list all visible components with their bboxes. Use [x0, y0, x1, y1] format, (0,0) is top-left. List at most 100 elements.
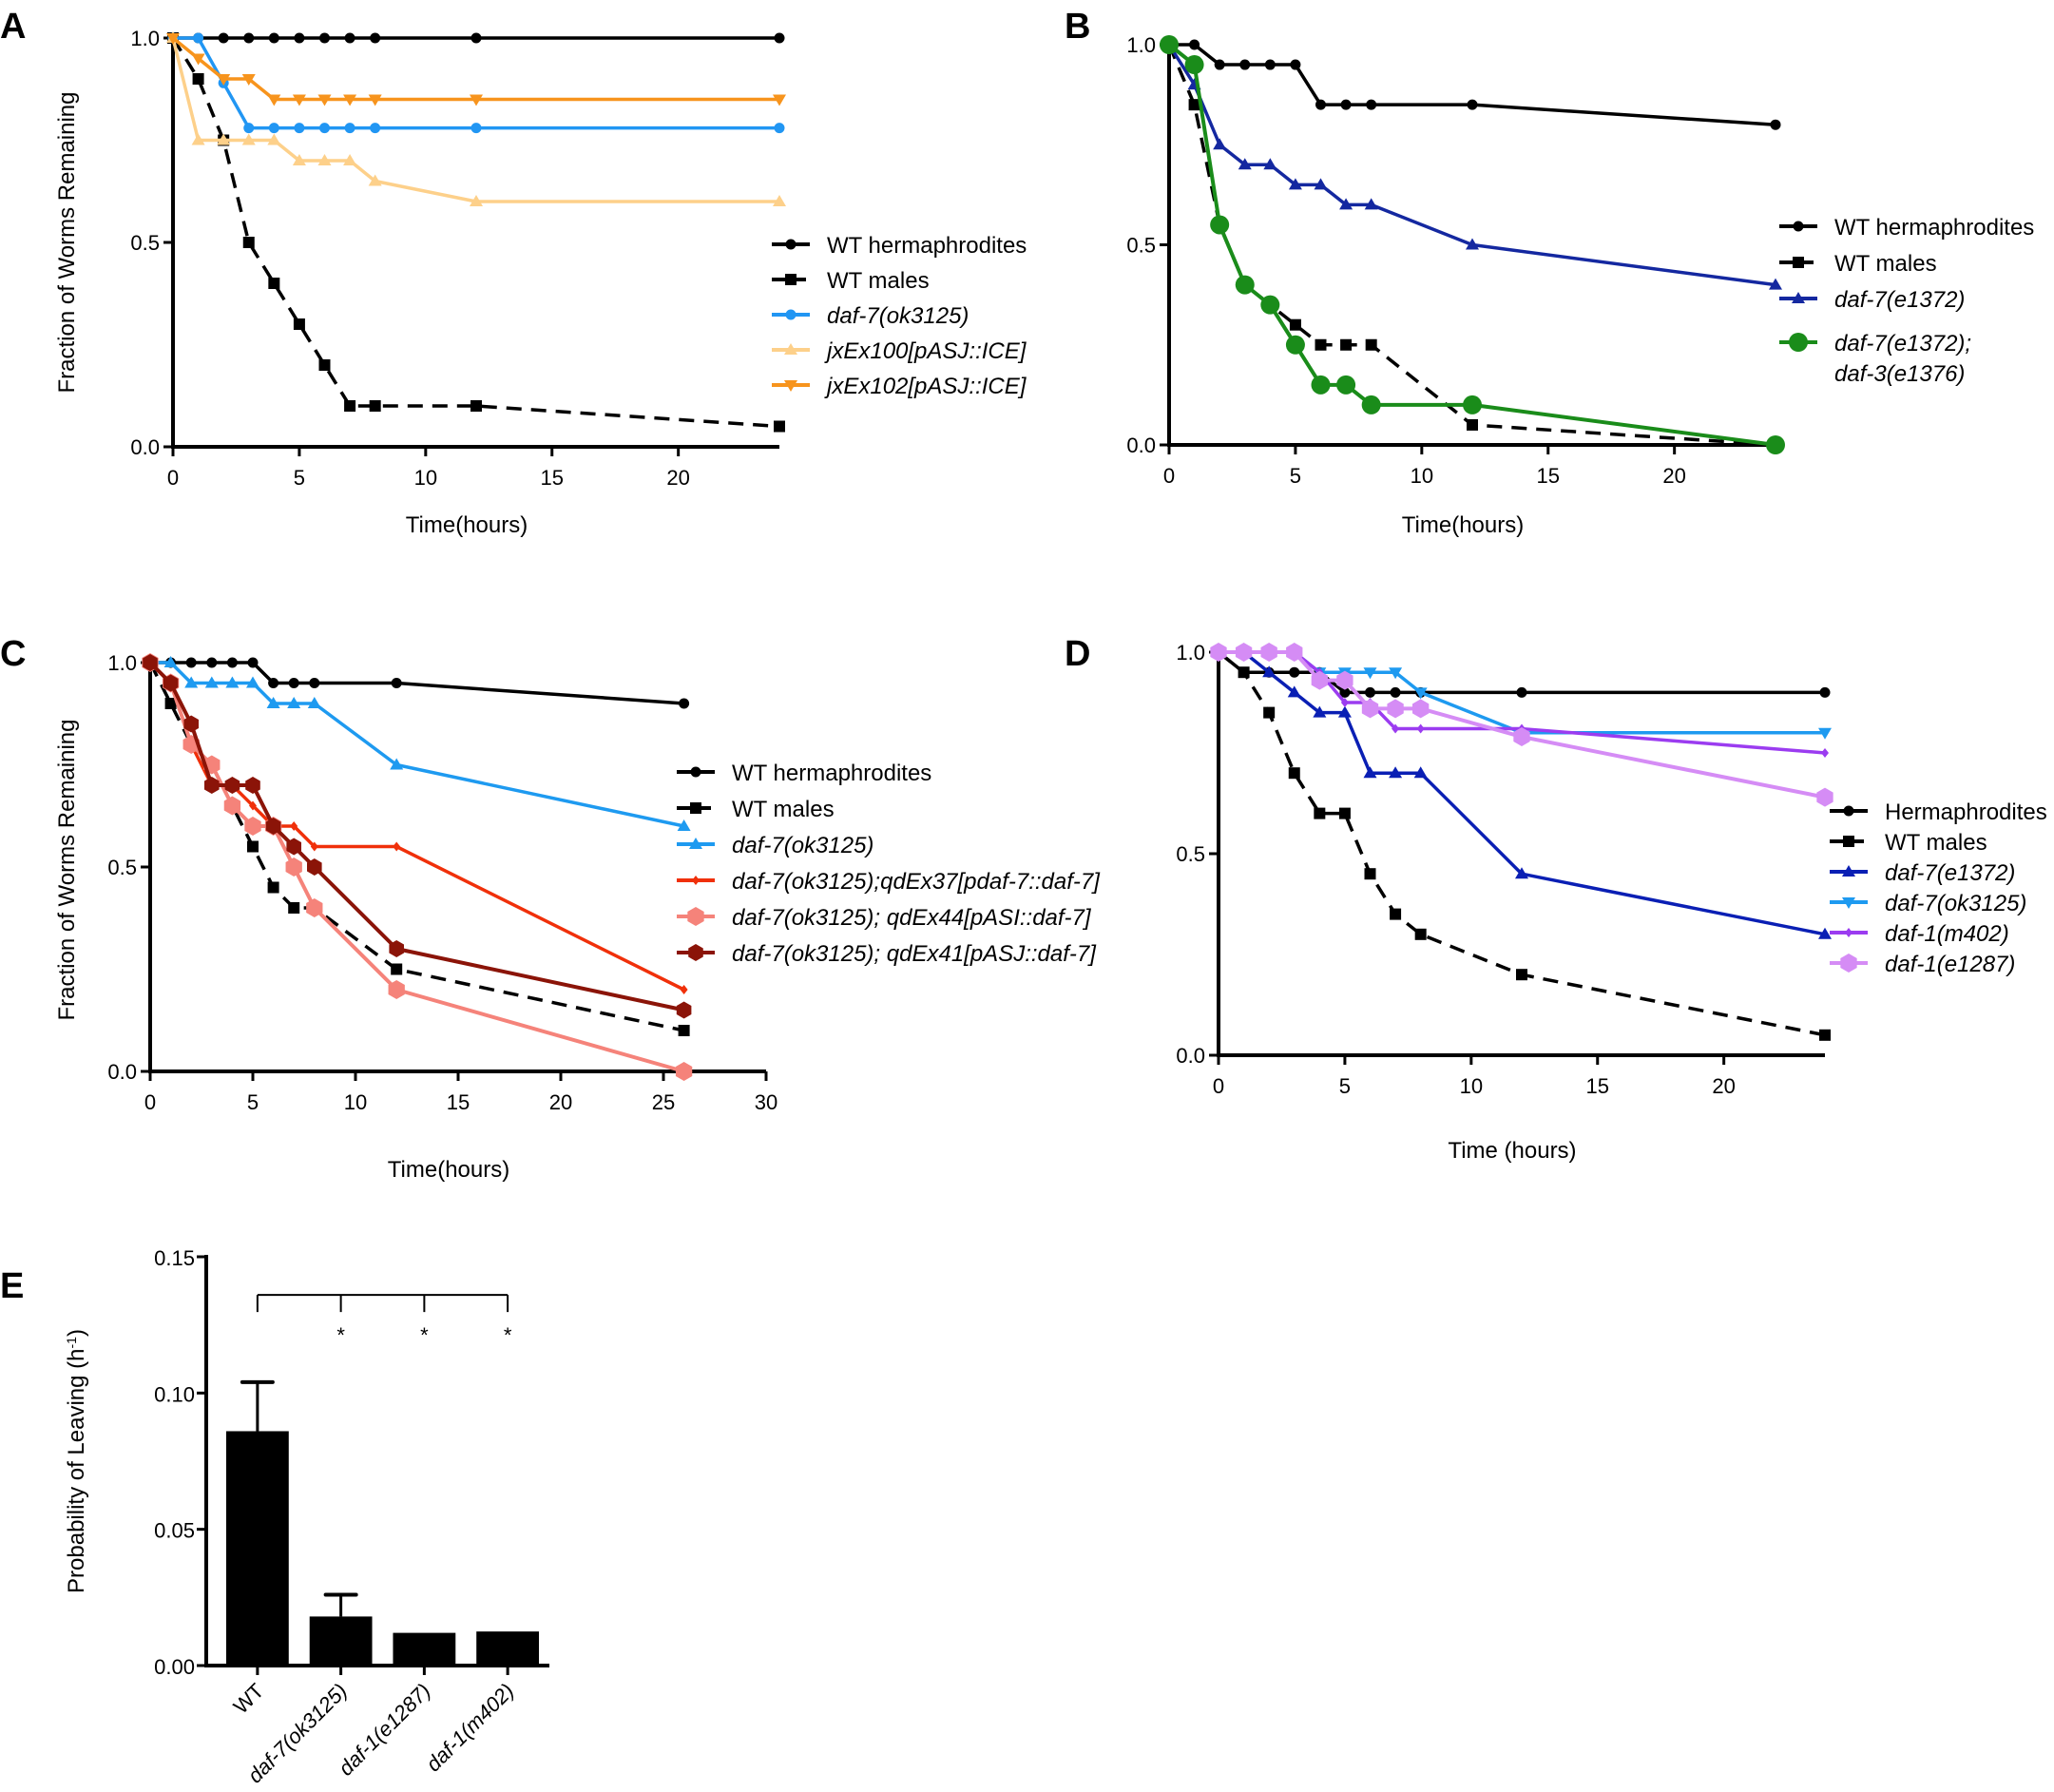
- legend-label: jxEx102[pASJ::ICE]: [824, 374, 1027, 399]
- data-point: [307, 858, 322, 876]
- legend-marker: [784, 343, 797, 355]
- data-point: [193, 32, 204, 44]
- data-point: [1337, 705, 1352, 718]
- data-point: [217, 74, 231, 86]
- data-point: [143, 654, 158, 671]
- data-point: [680, 985, 688, 994]
- data-point: [1361, 699, 1379, 719]
- data-point: [217, 133, 231, 145]
- significance-star: *: [504, 1323, 512, 1347]
- data-point: [206, 657, 218, 668]
- legend-label: WT males: [732, 797, 835, 822]
- legend-label: WT hermaphrodites: [827, 233, 1027, 259]
- data-point: [1364, 198, 1378, 210]
- x-tick-label: 5: [294, 466, 305, 490]
- series-daf-1-e1287-: daf-1(e1287): [1210, 643, 2015, 977]
- data-point: [1338, 807, 1351, 819]
- legend-label: WT hermaphrodites: [732, 761, 931, 786]
- data-point: [344, 32, 355, 44]
- y-tick-label: 1.0: [1176, 641, 1205, 665]
- legend-label: daf-7(e1372): [1885, 860, 2015, 886]
- legend-marker: [785, 309, 797, 320]
- data-point: [268, 278, 280, 289]
- y-tick-label: 0.0: [1176, 1044, 1205, 1068]
- legend-marker: [690, 802, 701, 814]
- data-point: [1467, 99, 1478, 110]
- data-point: [1189, 39, 1200, 50]
- data-point: [1289, 318, 1301, 331]
- data-point: [319, 32, 330, 44]
- data-point: [292, 154, 306, 165]
- data-point: [307, 697, 321, 708]
- data-point: [1818, 727, 1832, 740]
- data-point: [1188, 99, 1200, 111]
- data-point: [774, 32, 785, 44]
- data-point: [1466, 238, 1479, 250]
- data-point: [268, 678, 279, 688]
- data-point: [249, 800, 257, 811]
- panel-e: E 0.00 0.05 0.10 0.15 Probability of Leaving …: [0, 1246, 549, 1787]
- data-point: [1235, 643, 1253, 662]
- data-point: [389, 940, 404, 957]
- panel-c: C 0 5 10 15 20 25 30 0.0 0.5 1.0 Time(hours) Fractio…: [0, 634, 1101, 1183]
- legend-label: WT hermaphrodites: [1834, 215, 2034, 241]
- data-point: [1365, 338, 1377, 351]
- data-point: [317, 94, 332, 106]
- y-tick-label: 0.10: [154, 1382, 195, 1406]
- data-point: [243, 32, 255, 44]
- data-point: [1184, 55, 1204, 75]
- panel-a: A 0 5 10 15 20 0.0 0.5 1.0 Time(hours) Fraction of…: [0, 7, 1027, 538]
- data-point: [1210, 643, 1227, 662]
- series-wt-males: WT males: [167, 32, 930, 433]
- y-axis-title-main: Probability of Leaving (h: [64, 1348, 89, 1592]
- data-point: [1366, 99, 1377, 110]
- data-point: [1264, 59, 1276, 70]
- data-point: [309, 678, 320, 688]
- data-point: [268, 32, 279, 44]
- legend-label: WT males: [1834, 251, 1937, 277]
- y-tick-label: 1.0: [107, 651, 137, 675]
- data-point: [218, 32, 229, 44]
- data-point: [287, 697, 301, 708]
- x-tick-label: 5: [247, 1090, 259, 1114]
- y-tick-label: 0.5: [130, 231, 160, 255]
- x-tick-label: 15: [1586, 1074, 1609, 1098]
- data-point: [163, 656, 178, 667]
- data-point: [318, 359, 331, 371]
- data-point: [292, 94, 306, 106]
- series-line: [171, 37, 780, 429]
- y-tick-label: 0.0: [107, 1060, 137, 1084]
- legend-label: daf-3(e1376): [1834, 361, 1965, 387]
- data-point: [370, 123, 381, 134]
- bar: [476, 1631, 540, 1666]
- data-point: [1290, 59, 1301, 70]
- data-point: [1235, 275, 1255, 295]
- data-point: [183, 715, 199, 733]
- data-point: [1363, 766, 1377, 779]
- data-point: [288, 902, 300, 914]
- data-point: [185, 657, 197, 668]
- data-point: [344, 400, 356, 412]
- series-jxex100-pasj-ice-: jxEx100[pASJ::ICE]: [166, 31, 1027, 364]
- data-point: [1340, 698, 1349, 707]
- legend-marker: [1792, 292, 1805, 303]
- series-wt-hermaphrodites: WT hermaphrodites: [167, 32, 1027, 259]
- x-tick-label: 10: [414, 466, 437, 490]
- legend-label: daf-7(ok3125); qdEx44[pASI::daf-7]: [732, 905, 1092, 931]
- data-point: [1315, 338, 1327, 351]
- data-point: [246, 676, 259, 688]
- data-point: [344, 123, 355, 134]
- panel-letter: E: [0, 1266, 24, 1306]
- data-point: [243, 123, 255, 134]
- data-point: [267, 133, 281, 145]
- legend-marker: [1842, 897, 1855, 909]
- x-tick-label: daf-1(m402): [421, 1679, 518, 1776]
- legend-label: daf-7(ok3125): [827, 303, 969, 329]
- data-point: [1389, 667, 1403, 680]
- data-point: [1287, 685, 1301, 698]
- x-tick-label: 0: [167, 466, 179, 490]
- series-wt-hermaphrodites: WT hermaphrodites: [144, 657, 931, 786]
- data-point: [470, 123, 482, 134]
- data-point: [1260, 295, 1280, 315]
- legend-label: daf-7(ok3125);qdEx37[pdaf-7::daf-7]: [732, 869, 1101, 895]
